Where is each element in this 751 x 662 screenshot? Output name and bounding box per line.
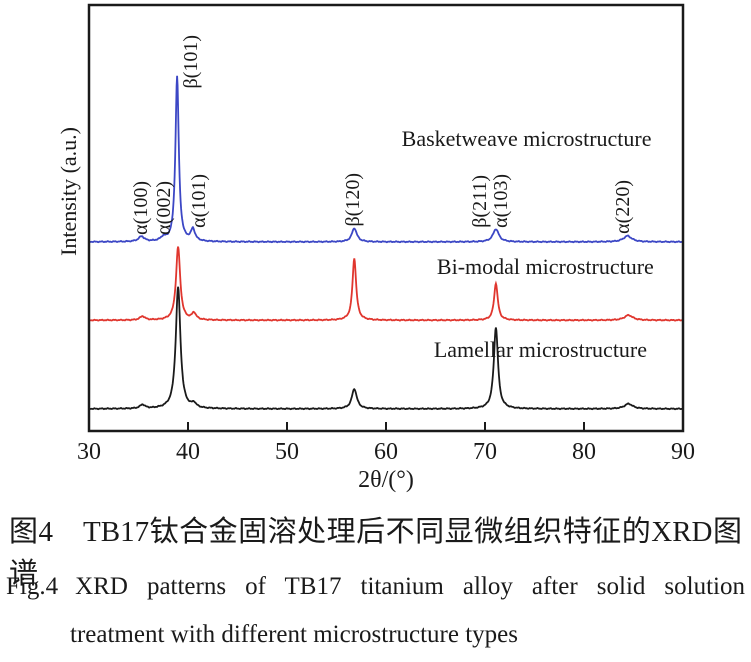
plot-border <box>87 3 685 433</box>
x-tick-label-50: 50 <box>275 439 299 465</box>
curve-lamellar-microstructure <box>88 286 683 411</box>
peak-label-α002: α(002) <box>152 181 175 236</box>
peak-label-β120: β(120) <box>341 172 364 227</box>
plot-canvas <box>87 3 685 433</box>
x-tick-label-80: 80 <box>572 439 596 465</box>
xrd-chart: Intensity (a.u.) 2θ/(°) 30 40 50 60 70 80 90 α… <box>56 3 695 493</box>
caption-english-line1: Fig.4 XRD patterns of TB17 titanium allo… <box>6 571 745 603</box>
series-label-basketweave-microstructure: Basketweave microstructure <box>401 126 652 152</box>
series-label-lamellar-microstructure: Lamellar microstructure <box>433 337 648 363</box>
x-tick-label-60: 60 <box>374 439 398 465</box>
x-tick-label-70: 70 <box>473 439 497 465</box>
series-label-bi-modal-microstructure: Bi-modal microstructure <box>436 253 654 279</box>
peak-label-α103: α(103) <box>490 174 513 228</box>
caption-english-text: XRD patterns of TB17 titanium alloy afte… <box>75 573 745 600</box>
peak-label-β101: β(101) <box>180 34 203 89</box>
peak-label-α101: α(101) <box>188 174 211 228</box>
curve-basketweave-microstructure <box>88 75 683 244</box>
x-tick-label-30: 30 <box>77 439 101 465</box>
y-axis-title: Intensity (a.u.) <box>56 127 81 256</box>
x-tick-label-40: 40 <box>176 439 200 465</box>
xrd-curves <box>88 75 683 411</box>
x-axis-ticks <box>88 422 684 430</box>
x-tick-label-90: 90 <box>671 439 695 465</box>
caption-chinese: 图4 TB17钛合金固溶处理后不同显微组织特征的XRD图谱 <box>9 516 742 590</box>
peak-label-α100: α(100) <box>129 181 152 236</box>
caption-english-line2: treatment with different microstructure … <box>70 621 518 648</box>
peak-label-β211: β(211) <box>468 175 491 228</box>
curve-bi-modal-microstructure <box>88 246 683 322</box>
x-axis-title: 2θ/(°) <box>358 467 414 493</box>
caption-figure-number: Fig.4 <box>6 573 59 600</box>
peak-label-α220: α(220) <box>612 180 635 235</box>
